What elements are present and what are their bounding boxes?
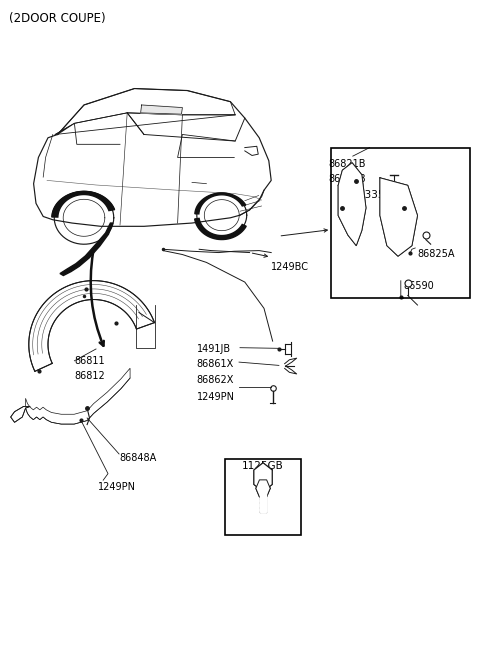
- Polygon shape: [380, 178, 418, 256]
- Polygon shape: [256, 480, 270, 497]
- Text: 1125GB: 1125GB: [242, 461, 284, 470]
- Text: 86812: 86812: [74, 371, 105, 381]
- Polygon shape: [25, 368, 130, 424]
- Text: 86825A: 86825A: [418, 249, 455, 259]
- Bar: [331, 148, 470, 298]
- Polygon shape: [52, 192, 115, 217]
- Bar: [225, 459, 301, 535]
- Polygon shape: [195, 193, 246, 214]
- Polygon shape: [338, 163, 366, 245]
- Text: 1249BC: 1249BC: [271, 262, 309, 272]
- Polygon shape: [141, 105, 182, 114]
- Text: 1335CC: 1335CC: [359, 190, 400, 200]
- Text: 1249PN: 1249PN: [98, 482, 136, 492]
- Polygon shape: [195, 218, 246, 239]
- Polygon shape: [60, 223, 113, 276]
- Text: 86861X: 86861X: [197, 359, 234, 369]
- Text: 86848A: 86848A: [119, 453, 156, 462]
- Text: 86822B: 86822B: [329, 174, 366, 184]
- Text: 86811: 86811: [74, 356, 105, 365]
- Text: 1491JB: 1491JB: [197, 344, 231, 354]
- Text: 86821B: 86821B: [329, 159, 366, 169]
- Text: 1249PN: 1249PN: [197, 392, 235, 402]
- Polygon shape: [11, 407, 30, 422]
- Text: (2DOOR COUPE): (2DOOR COUPE): [9, 12, 105, 25]
- Polygon shape: [260, 490, 266, 512]
- Text: 86862X: 86862X: [197, 375, 234, 385]
- Polygon shape: [29, 281, 155, 371]
- Text: 86590: 86590: [403, 281, 434, 291]
- Polygon shape: [254, 463, 272, 492]
